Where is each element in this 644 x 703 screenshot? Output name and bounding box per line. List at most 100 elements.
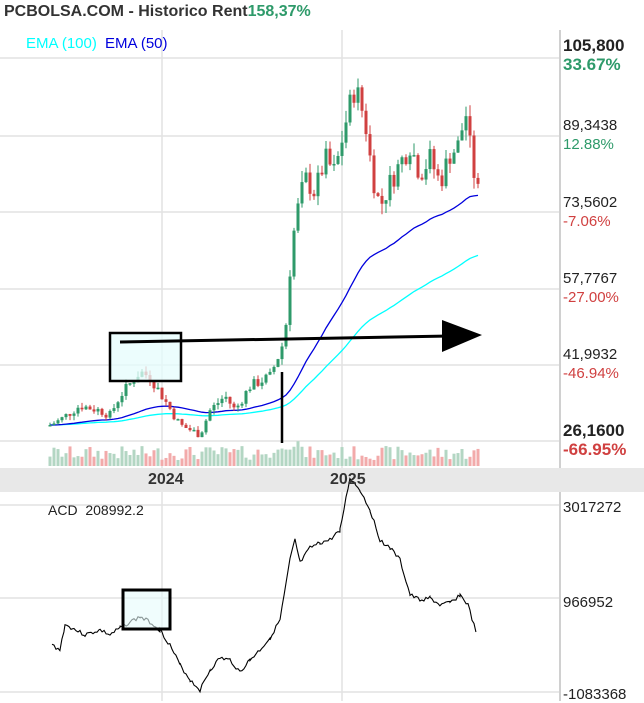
volume-bar [364, 456, 368, 466]
volume-bar [368, 458, 372, 466]
candle-body [180, 419, 184, 425]
volume-bar [112, 453, 116, 466]
ema100-line [50, 254, 479, 426]
volume-bar [308, 446, 312, 466]
volume-bar [456, 453, 460, 466]
candle-body [288, 276, 292, 325]
candle-body [160, 387, 164, 400]
volume-bar [384, 446, 388, 466]
candle-body [388, 174, 392, 201]
price-axis-label-1: 89,3438 12.88% [563, 117, 618, 153]
candle-body [260, 382, 264, 386]
chart-title: PCBOLSA.COM - Historico Rent158,37% [4, 3, 311, 21]
candle-body [112, 408, 116, 411]
legend-ema50: EMA (50) [105, 35, 168, 52]
candle-body [124, 384, 128, 396]
volume-bar [476, 448, 480, 466]
price-axis-label-4: 41,9932 -46.94% [563, 346, 619, 382]
volume-bar [236, 449, 240, 466]
candle-body [172, 408, 176, 420]
volume-bar [140, 446, 144, 466]
candle-body [168, 401, 172, 409]
volume-bar [472, 450, 476, 466]
volume-bar [152, 450, 156, 466]
candle-body [352, 94, 356, 103]
candle-body [312, 193, 316, 197]
candle-body [364, 110, 368, 135]
candle-body [100, 408, 104, 415]
candle-body [204, 420, 208, 433]
candle-body [372, 155, 376, 194]
price-axis-label-0: 105,800 33.67% [563, 36, 625, 74]
candle-body [212, 404, 216, 411]
candle-body [84, 406, 88, 410]
volume-bar [280, 448, 284, 466]
volume-bar [272, 452, 276, 466]
candle-body [108, 410, 112, 418]
volume-bar [352, 446, 356, 466]
volume-bar [296, 441, 300, 466]
volume-bar [192, 454, 196, 466]
candle-body [400, 157, 404, 165]
volume-bar [92, 456, 96, 466]
volume-bar [180, 458, 184, 466]
volume-bar [300, 446, 304, 466]
time-axis-band [0, 468, 644, 492]
candle-body [240, 403, 244, 406]
acd-axis-top: 3017272 [563, 499, 622, 516]
volume-bar [128, 454, 132, 466]
volume-bar [420, 454, 424, 466]
candle-body [448, 158, 452, 164]
volume-bar [276, 449, 280, 466]
volume-bar [324, 455, 328, 466]
volume-bar [88, 447, 92, 466]
candle-body [104, 414, 108, 418]
candle-body [416, 155, 420, 178]
candle-body [408, 155, 412, 165]
volume-bar [444, 449, 448, 466]
candle-body [96, 408, 100, 412]
volume-bar [424, 452, 428, 466]
volume-bar [48, 456, 52, 466]
volume-bar [344, 458, 348, 466]
candle-body [64, 414, 68, 418]
volume-bar [84, 449, 88, 466]
volume-bar [416, 455, 420, 466]
title-text: PCBOLSA.COM - Historico Rent [4, 3, 248, 20]
candle-body [468, 116, 472, 136]
volume-bar [80, 456, 84, 466]
rent-value: 158,37% [247, 3, 311, 20]
price-axis-label-3: 57,7767 -27.00% [563, 270, 619, 306]
acd-value: 208992.2 [85, 502, 144, 518]
volume-bar [376, 455, 380, 466]
candle-body [384, 200, 388, 204]
volume-bar [268, 457, 272, 466]
annotation-box-acd [121, 588, 172, 631]
candle-body [192, 429, 196, 432]
candle-body [164, 399, 168, 402]
candle-body [224, 396, 228, 399]
candle-body [348, 94, 352, 123]
candle-body [72, 413, 76, 416]
volume-bar [404, 455, 408, 466]
volume-bar [428, 449, 432, 466]
candle-body [56, 420, 60, 424]
volume-bar [76, 456, 80, 466]
volume-bar [100, 458, 104, 466]
volume-bar [248, 459, 252, 466]
candle-body [52, 423, 56, 426]
candle-body [428, 149, 432, 170]
volume-bar [52, 447, 56, 466]
price-axis-label-2: 73,5602 -7.06% [563, 194, 618, 230]
grid [0, 30, 561, 701]
candle-body [336, 155, 340, 164]
volume-bar [104, 450, 108, 466]
volume-bar [328, 454, 332, 466]
candle-body [216, 403, 220, 405]
price-axis-label-5: 26,1600 -66.95% [563, 421, 627, 459]
volume-bar [400, 450, 404, 466]
candle-body [236, 405, 240, 408]
candle-body [340, 142, 344, 156]
candle-body [80, 407, 84, 410]
